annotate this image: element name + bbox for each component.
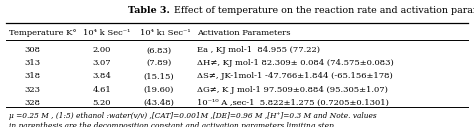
Text: 328: 328: [24, 99, 40, 107]
Text: Temperature K°: Temperature K°: [9, 29, 76, 37]
Text: (15.15): (15.15): [144, 72, 174, 80]
Text: 10⁴ k Sec⁻¹: 10⁴ k Sec⁻¹: [83, 29, 130, 37]
Text: (43.48): (43.48): [143, 99, 174, 107]
Text: 308: 308: [24, 46, 40, 54]
Text: 5.20: 5.20: [92, 99, 111, 107]
Text: 10⁻¹⁰ A ,sec-1  5.822±1.275 (0.7205±0.1301): 10⁻¹⁰ A ,sec-1 5.822±1.275 (0.7205±0.130…: [197, 99, 389, 107]
Text: Activation Parameters: Activation Parameters: [197, 29, 290, 37]
Text: 318: 318: [24, 72, 40, 80]
Text: Table 3.: Table 3.: [128, 6, 170, 15]
Text: ΔG≠, K J mol-1 97.509±0.884 (95.305±1.07): ΔG≠, K J mol-1 97.509±0.884 (95.305±1.07…: [197, 86, 388, 94]
Text: (19.60): (19.60): [144, 86, 174, 94]
Text: 2.00: 2.00: [93, 46, 111, 54]
Text: 3.84: 3.84: [92, 72, 111, 80]
Text: (7.89): (7.89): [146, 59, 172, 67]
Text: 4.61: 4.61: [92, 86, 111, 94]
Text: 313: 313: [24, 59, 40, 67]
Text: Effect of temperature on the reaction rate and activation parameters.: Effect of temperature on the reaction ra…: [171, 6, 474, 15]
Text: μ =0.25 M , (1:5) ethanol :water(v/v) ,[CAT]=0.001M ,[DE]=0.96 M ,[H⁺]=0.3 M and: μ =0.25 M , (1:5) ethanol :water(v/v) ,[…: [9, 112, 376, 120]
Text: 3.07: 3.07: [92, 59, 111, 67]
Text: 10⁴ k₁ Sec⁻¹: 10⁴ k₁ Sec⁻¹: [140, 29, 191, 37]
Text: in parenthesis are the decomposition constant and activation parameters limiting: in parenthesis are the decomposition con…: [9, 122, 336, 127]
Text: Ea , KJ mol-1  84.955 (77.22): Ea , KJ mol-1 84.955 (77.22): [197, 46, 319, 54]
Text: ΔS≠, JK-1mol-1 -47.766±1.844 (-65.156±178): ΔS≠, JK-1mol-1 -47.766±1.844 (-65.156±17…: [197, 72, 392, 80]
Text: ΔH≠, KJ mol-1 82.309± 0.084 (74.575±0.083): ΔH≠, KJ mol-1 82.309± 0.084 (74.575±0.08…: [197, 59, 393, 67]
Text: 323: 323: [24, 86, 40, 94]
Text: (6.83): (6.83): [146, 46, 172, 54]
